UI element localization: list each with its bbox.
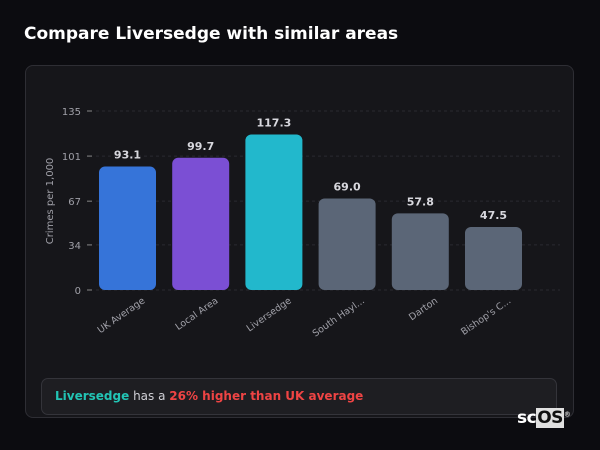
y-tick-label: 0 xyxy=(75,286,81,297)
bar-liversedge xyxy=(245,134,303,290)
data-label: 93.1 xyxy=(114,149,141,162)
bar-bishop-s-c- xyxy=(465,227,522,290)
data-label: 99.7 xyxy=(187,140,214,153)
area-name: Liversedge xyxy=(55,389,130,403)
comparison-summary: Liversedge has a 26% higher than UK aver… xyxy=(41,378,557,415)
data-label: 57.8 xyxy=(407,195,434,208)
data-label: 47.5 xyxy=(480,209,507,222)
x-tick-label: UK Average xyxy=(96,295,148,336)
bar-uk-average xyxy=(99,166,156,290)
x-tick-label: Local Area xyxy=(174,295,221,332)
page-title: Compare Liversedge with similar areas xyxy=(24,24,399,44)
bar-south-hayl- xyxy=(318,198,376,290)
y-axis-label: Crimes per 1,000 xyxy=(45,158,56,245)
y-tick-label: 67 xyxy=(68,197,81,208)
bar-local-area xyxy=(172,157,230,290)
y-tick-label: 135 xyxy=(62,107,81,118)
x-tick-label: South Hayl... xyxy=(311,295,367,339)
comparison-value: 26% higher than UK average xyxy=(169,389,364,403)
y-tick-label: 34 xyxy=(68,241,81,252)
data-label: 117.3 xyxy=(257,116,292,129)
x-tick-label: Darton xyxy=(407,295,440,323)
summary-text: has a xyxy=(129,389,170,403)
bar-darton xyxy=(391,213,449,290)
scos-logo: scOS® xyxy=(517,408,571,428)
data-label: 69.0 xyxy=(334,181,361,194)
y-tick-label: 101 xyxy=(62,152,81,163)
x-tick-label: Liversedge xyxy=(245,295,294,334)
x-tick-label: Bishop's C... xyxy=(459,295,513,337)
